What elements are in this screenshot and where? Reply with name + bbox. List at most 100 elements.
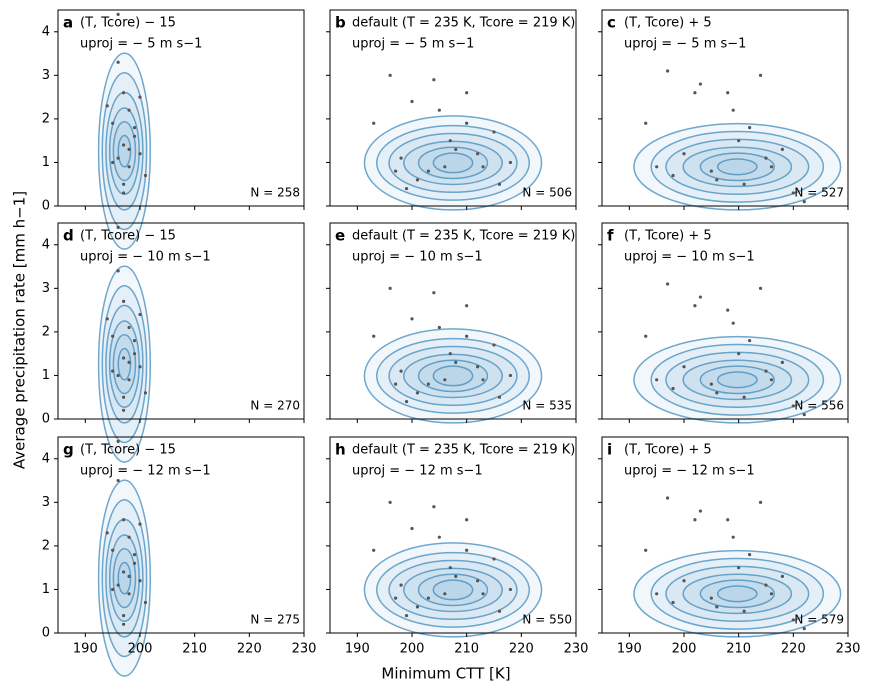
y-tick-label: 1 xyxy=(42,155,50,170)
data-point xyxy=(693,518,697,522)
data-point xyxy=(454,147,458,151)
panel-wind: uproj = − 10 m s−1 xyxy=(80,250,211,265)
data-point xyxy=(132,126,137,130)
data-point xyxy=(116,60,120,64)
data-point xyxy=(791,404,795,408)
data-point xyxy=(426,596,430,600)
x-tick-label: 190 xyxy=(73,642,98,657)
density-contour xyxy=(682,573,793,615)
data-point xyxy=(404,613,409,618)
data-point xyxy=(693,91,697,95)
data-point xyxy=(698,295,703,299)
y-tick-label: 2 xyxy=(42,111,50,126)
density-contour xyxy=(699,152,775,182)
data-point xyxy=(508,373,512,378)
data-point xyxy=(116,12,120,16)
sample-size: N = 579 xyxy=(794,613,844,627)
density-contour xyxy=(97,479,151,677)
data-point xyxy=(132,553,137,557)
data-point xyxy=(476,365,480,369)
data-point xyxy=(726,308,730,312)
data-point xyxy=(671,600,675,605)
panel-letter: i xyxy=(607,441,612,459)
data-point xyxy=(443,378,447,382)
data-point xyxy=(116,583,120,587)
y-axis-label: Average precipitation rate [mm h−1] xyxy=(11,191,29,469)
density-contour xyxy=(716,585,758,603)
data-point xyxy=(769,592,774,596)
data-point xyxy=(454,574,458,578)
data-point xyxy=(492,343,496,347)
data-point xyxy=(116,373,120,378)
panel-frame xyxy=(57,436,305,634)
data-point xyxy=(758,286,763,290)
data-point xyxy=(127,592,131,596)
panel-letter: h xyxy=(335,441,346,459)
density-contour xyxy=(403,567,503,613)
sample-size: N = 535 xyxy=(522,399,572,413)
density-contour xyxy=(633,335,842,424)
data-point xyxy=(122,143,126,147)
data-point xyxy=(432,505,436,509)
data-point xyxy=(497,609,502,613)
sample-size: N = 506 xyxy=(522,186,572,200)
data-point xyxy=(791,191,795,195)
data-point xyxy=(404,399,409,404)
panel-condition: (T, Tcore) + 5 xyxy=(624,443,712,458)
data-point xyxy=(426,382,430,386)
density-contour xyxy=(650,557,825,630)
x-tick-label: 230 xyxy=(836,642,861,657)
data-point xyxy=(111,587,115,592)
x-tick-label: 200 xyxy=(672,642,697,657)
data-point xyxy=(138,312,142,317)
data-point xyxy=(715,178,719,182)
y-tick-label: 0 xyxy=(42,412,50,427)
density-contour xyxy=(108,534,140,622)
data-point xyxy=(132,339,137,343)
data-point xyxy=(709,382,713,386)
density-contour xyxy=(665,565,810,622)
data-point xyxy=(802,627,806,631)
density-contour xyxy=(101,71,148,231)
data-point xyxy=(742,182,746,186)
data-point xyxy=(138,522,142,526)
x-tick-label: 200 xyxy=(400,642,425,657)
data-point xyxy=(698,509,703,513)
density-contour xyxy=(716,158,758,176)
data-point xyxy=(666,496,670,500)
data-point xyxy=(437,535,441,539)
data-point xyxy=(780,574,785,578)
x-tick-label: 210 xyxy=(726,642,751,657)
y-tick-label: 4 xyxy=(42,237,50,252)
data-point xyxy=(127,535,131,539)
data-point xyxy=(758,73,763,77)
data-point xyxy=(802,200,806,204)
data-point xyxy=(372,121,376,125)
data-point xyxy=(448,566,452,570)
data-point xyxy=(742,395,746,399)
data-point xyxy=(671,386,675,391)
sample-size: N = 258 xyxy=(250,186,300,200)
panel-wind: uproj = − 5 m s−1 xyxy=(624,37,746,52)
density-contour xyxy=(117,134,132,168)
data-point xyxy=(415,178,420,182)
data-point xyxy=(122,518,126,522)
density-contour xyxy=(375,124,531,201)
data-point xyxy=(764,583,768,587)
data-point xyxy=(122,622,126,626)
data-point xyxy=(454,360,458,364)
data-point xyxy=(497,395,502,399)
data-point xyxy=(437,108,441,112)
density-contour xyxy=(665,138,810,195)
data-point xyxy=(122,191,126,195)
data-point xyxy=(481,592,485,596)
data-point xyxy=(388,286,392,290)
data-point xyxy=(132,352,137,356)
data-point xyxy=(399,156,403,160)
data-point xyxy=(138,365,142,369)
density-contour xyxy=(432,579,474,601)
density-contour xyxy=(633,122,842,211)
y-tick-label: 0 xyxy=(42,626,50,641)
sample-size: N = 550 xyxy=(522,613,572,627)
panel-letter: a xyxy=(63,14,73,32)
